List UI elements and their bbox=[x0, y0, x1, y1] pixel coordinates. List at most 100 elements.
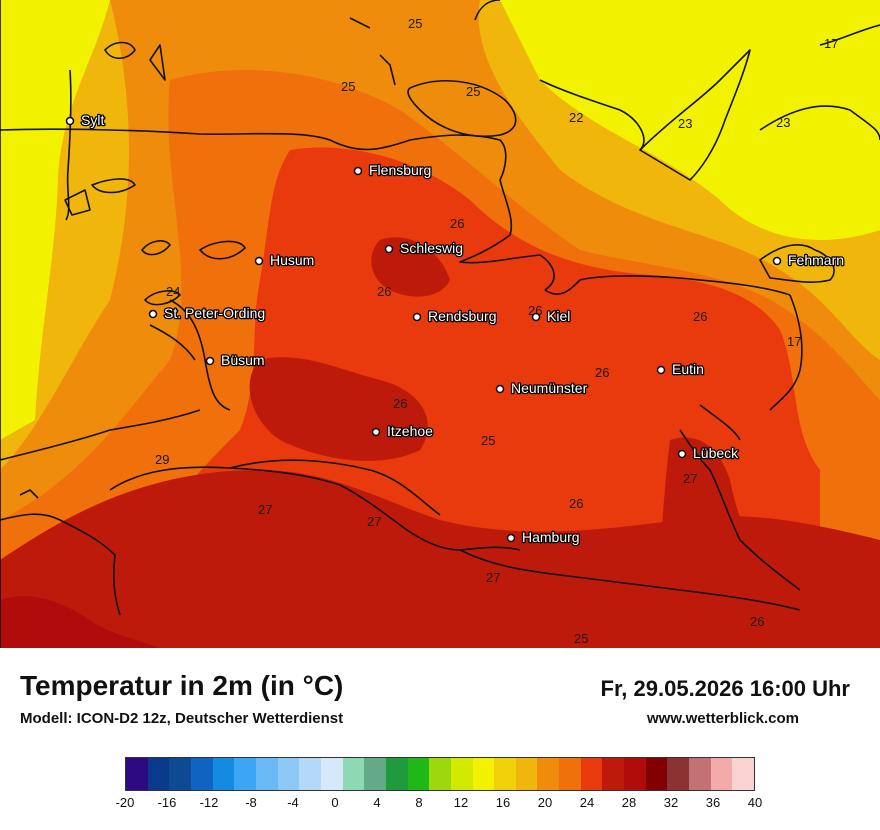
city-label: Büsum bbox=[221, 352, 265, 368]
city-buesum[interactable]: Büsum bbox=[205, 351, 266, 369]
city-label: St. Peter-Ording bbox=[164, 305, 265, 321]
map-title: Temperatur in 2m (in °C) bbox=[20, 670, 344, 701]
colorbar-tick-label: 0 bbox=[331, 795, 339, 810]
colorbar-tick-label: 32 bbox=[663, 795, 679, 810]
city-label: Eutin bbox=[672, 361, 704, 377]
colorbar-tick-label: 8 bbox=[415, 795, 423, 810]
city-husum[interactable]: Husum bbox=[254, 251, 316, 269]
colorbar-segment bbox=[580, 758, 603, 790]
city-label: Rendsburg bbox=[428, 308, 497, 324]
city-hamburg[interactable]: Hamburg bbox=[506, 528, 581, 546]
isotherm-label: 25 bbox=[408, 16, 422, 31]
city-st-peter-ording[interactable]: St. Peter-Ording bbox=[148, 304, 266, 322]
colorbar-tick-label: 36 bbox=[705, 795, 721, 810]
coastlines bbox=[0, 0, 880, 648]
isotherm-label: 25 bbox=[341, 79, 355, 94]
isotherm-label: 25 bbox=[481, 433, 495, 448]
city-eutin[interactable]: Eutin bbox=[656, 360, 705, 378]
colorbar-segment bbox=[645, 758, 668, 790]
colorbar-segment bbox=[255, 758, 278, 790]
city-dot bbox=[772, 256, 782, 266]
colorbar-tick-label: -8 bbox=[245, 795, 257, 810]
city-label: Lübeck bbox=[693, 445, 739, 461]
colorbar-segment bbox=[689, 758, 711, 790]
colorbar-segment bbox=[126, 758, 148, 790]
colorbar-segment bbox=[190, 758, 213, 790]
colorbar-segment bbox=[515, 758, 538, 790]
colorbar-tick-label: 40 bbox=[747, 795, 763, 810]
city-sylt[interactable]: Sylt bbox=[65, 111, 106, 129]
city-kiel[interactable]: Kiel bbox=[531, 307, 572, 325]
temperature-map: 25 25 25 22 23 23 17 26 24 26 26 26 26 1… bbox=[0, 0, 880, 648]
colorbar-tick-label: -16 bbox=[157, 795, 177, 810]
city-fehmarn[interactable]: Fehmarn bbox=[772, 251, 845, 269]
colorbar-segment bbox=[494, 758, 516, 790]
colorbar-segment bbox=[234, 758, 256, 790]
city-label: Hamburg bbox=[522, 529, 580, 545]
colorbar-tick-label: 20 bbox=[537, 795, 553, 810]
isotherm-label: 27 bbox=[258, 502, 272, 517]
colorbar-segment bbox=[320, 758, 343, 790]
isotherm-label: 26 bbox=[750, 614, 764, 629]
city-schleswig[interactable]: Schleswig bbox=[384, 239, 464, 257]
city-dot bbox=[254, 256, 264, 266]
colorbar-segment bbox=[710, 758, 733, 790]
isotherm-label: 25 bbox=[466, 84, 480, 99]
city-dot bbox=[148, 309, 158, 319]
city-dot bbox=[371, 427, 381, 437]
city-dot bbox=[65, 116, 75, 126]
city-label: Itzehoe bbox=[387, 423, 433, 439]
colorbar-tick-label: 28 bbox=[621, 795, 637, 810]
colorbar-segment bbox=[169, 758, 191, 790]
isotherm-label: 27 bbox=[683, 471, 697, 486]
city-neumuenster[interactable]: Neumünster bbox=[495, 379, 589, 397]
forecast-datetime: Fr, 29.05.2026 16:00 Uhr bbox=[600, 676, 851, 701]
isotherm-label: 24 bbox=[166, 284, 180, 299]
city-label: Neumünster bbox=[511, 380, 588, 396]
colorbar-segment bbox=[385, 758, 408, 790]
temp-zone-29-southwest bbox=[0, 596, 160, 648]
city-dot bbox=[531, 312, 541, 322]
isotherm-labels: 25 25 25 22 23 23 17 26 24 26 26 26 26 1… bbox=[155, 16, 838, 646]
isotherm-label: 26 bbox=[377, 284, 391, 299]
colorbar-segment bbox=[472, 758, 495, 790]
city-label: Fehmarn bbox=[788, 252, 844, 268]
colorbar-segment bbox=[537, 758, 560, 790]
website-link[interactable]: www.wetterblick.com bbox=[647, 710, 799, 727]
isotherm-label: 26 bbox=[569, 496, 583, 511]
city-dot bbox=[495, 384, 505, 394]
city-label: Kiel bbox=[547, 308, 570, 324]
city-itzehoe[interactable]: Itzehoe bbox=[371, 422, 434, 440]
colorbar-tick-label: 12 bbox=[453, 795, 469, 810]
city-dot bbox=[412, 312, 422, 322]
colorbar-segment bbox=[667, 758, 690, 790]
temp-zone-northeast-cool bbox=[500, 0, 880, 240]
colorbar-segment bbox=[342, 758, 365, 790]
colorbar-segment bbox=[559, 758, 581, 790]
temp-zone-west-coast-cool bbox=[0, 0, 110, 440]
colorbar-segment bbox=[147, 758, 170, 790]
temp-zone-27-inland bbox=[249, 357, 428, 461]
city-rendsburg[interactable]: Rendsburg bbox=[412, 307, 498, 325]
temperature-colorbar bbox=[125, 757, 755, 791]
city-luebeck[interactable]: Lübeck bbox=[677, 444, 740, 462]
colorbar-segment bbox=[429, 758, 451, 790]
city-label: Flensburg bbox=[369, 162, 431, 178]
colorbar-tick-label: 24 bbox=[579, 795, 595, 810]
isotherm-label: 26 bbox=[450, 216, 464, 231]
colorbar-segment bbox=[602, 758, 625, 790]
colorbar-segment bbox=[732, 758, 755, 790]
colorbar-segment bbox=[212, 758, 235, 790]
colorbar-tick-label: 4 bbox=[373, 795, 381, 810]
isotherm-label: 27 bbox=[486, 570, 500, 585]
colorbar-ticks: -20 -16 -12 -8 -4 0 4 8 12 16 20 24 28 32 36 40 bbox=[116, 795, 763, 815]
isotherm-label: 26 bbox=[393, 396, 407, 411]
city-dot bbox=[656, 365, 666, 375]
colorbar-segment bbox=[407, 758, 430, 790]
city-dot bbox=[506, 533, 516, 543]
city-flensburg[interactable]: Flensburg bbox=[353, 161, 433, 179]
city-dot bbox=[384, 244, 394, 254]
isotherm-label: 23 bbox=[776, 115, 790, 130]
colorbar-segment bbox=[624, 758, 646, 790]
isotherm-label: 29 bbox=[155, 452, 169, 467]
